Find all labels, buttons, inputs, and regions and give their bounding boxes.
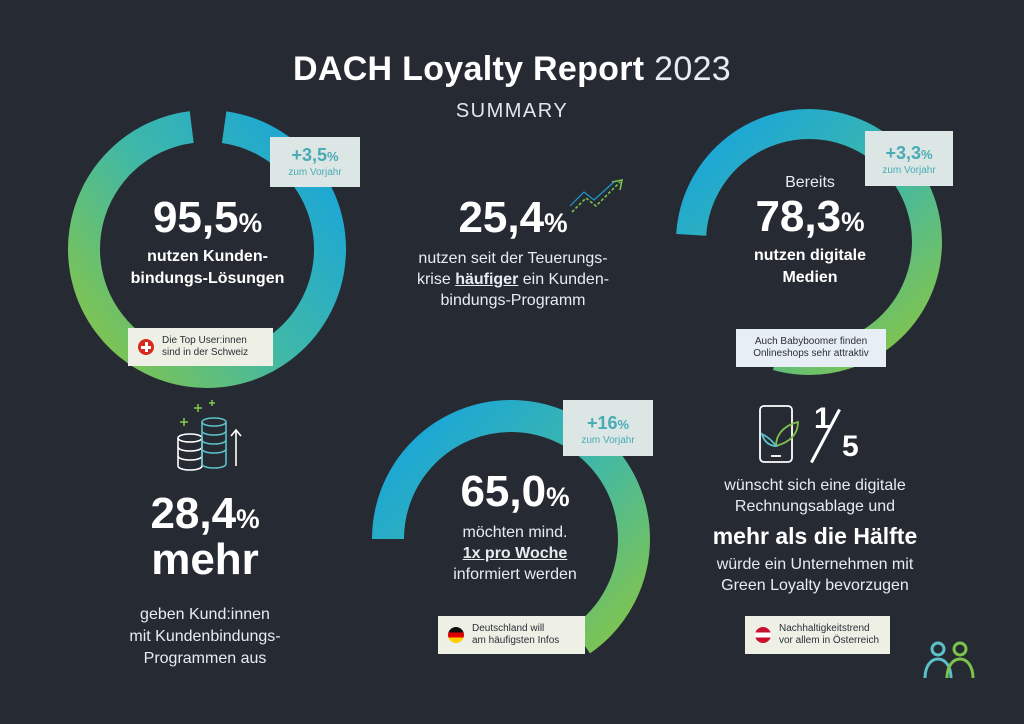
trend-arrow-icon bbox=[569, 178, 624, 213]
stat1-line2: bindungs-Lösungen bbox=[130, 270, 285, 287]
stat3-badge-unit: % bbox=[920, 147, 933, 162]
stat1-line1: nutzen Kunden- bbox=[147, 248, 268, 265]
stat2-line2-pre: krise bbox=[416, 271, 456, 288]
ring-stat5 bbox=[372, 400, 650, 678]
swiss-flag-icon bbox=[138, 339, 154, 355]
stat2-line2-post: ein Kunden- bbox=[518, 271, 610, 288]
stat5-note: Deutschland will am häufigsten Infos bbox=[438, 616, 585, 654]
stat2-value: 25,4 bbox=[458, 193, 545, 242]
stat3-badge: +3,3% zum Vorjahr bbox=[865, 131, 953, 186]
stat4-line3: Programmen aus bbox=[143, 650, 267, 667]
stat6-block: wünscht sich eine digitale Rechnungsabla… bbox=[690, 475, 940, 596]
page-subtitle: SUMMARY bbox=[455, 100, 569, 122]
stat2-line1: nutzen seit der Teuerungs- bbox=[418, 250, 608, 267]
stat5-line1: möchten mind. bbox=[462, 524, 568, 541]
stat2-block: 25,4% nutzen seit der Teuerungs- krise h… bbox=[388, 196, 638, 311]
stat5-note-line1: Deutschland will bbox=[472, 623, 545, 634]
stat4-big2: mehr bbox=[151, 535, 259, 584]
ring-stat1 bbox=[68, 110, 346, 388]
stat4-line2: mit Kundenbindungs- bbox=[129, 628, 281, 645]
stat3-pre: Bereits bbox=[785, 174, 835, 191]
ring-stat5-arc bbox=[372, 400, 650, 678]
stat1-value: 95,5 bbox=[152, 193, 239, 242]
stat6-line1: wünscht sich eine digitale bbox=[724, 477, 906, 494]
stat6-line3: würde ein Unternehmen mit bbox=[716, 556, 914, 573]
stat6-big: mehr als die Hälfte bbox=[712, 523, 918, 549]
stat3-note: Auch Babyboomer finden Onlineshops sehr a… bbox=[736, 329, 886, 367]
stat6-note: Nachhaltigkeitstrend vor allem in Österre… bbox=[745, 616, 890, 654]
stat5-badge-value: +16 bbox=[586, 413, 618, 433]
stat3-badge-value: +3,3 bbox=[885, 143, 921, 163]
stat6-note-line2: vor allem in Österreich bbox=[779, 635, 880, 646]
stat1-block: 95,5% nutzen Kunden- bindungs-Lösungen bbox=[80, 196, 335, 290]
stat3-value: 78,3 bbox=[755, 192, 842, 241]
stat5-badge-unit: % bbox=[617, 417, 630, 432]
stat3-line1: nutzen digitale bbox=[754, 247, 866, 264]
stat1-unit: % bbox=[238, 208, 263, 238]
stat3-note-line1: Auch Babyboomer finden bbox=[754, 336, 868, 347]
stat2-line3: bindungs-Programm bbox=[440, 292, 586, 309]
stat6-line2: Rechnungsablage und bbox=[734, 498, 896, 515]
stat1-note: Die Top User:innen sind in der Schweiz bbox=[128, 328, 273, 366]
stat5-line3: informiert werden bbox=[453, 566, 577, 583]
stat6-note-line1: Nachhaltigkeitstrend bbox=[779, 623, 870, 634]
stat1-badge-unit: % bbox=[326, 149, 339, 164]
fraction: 1 5 bbox=[810, 402, 872, 468]
stat5-badge: +16% zum Vorjahr bbox=[563, 400, 653, 456]
stat5-note-line2: am häufigsten Infos bbox=[472, 635, 560, 646]
fraction-denominator: 5 bbox=[842, 430, 859, 463]
stat1-badge-sub: zum Vorjahr bbox=[288, 167, 342, 178]
stat1-badge-value: +3,5 bbox=[291, 145, 327, 165]
ring-stat1-arc bbox=[68, 110, 346, 388]
fraction-numerator: 1 bbox=[814, 402, 831, 435]
stat1-badge: +3,5% zum Vorjahr bbox=[270, 137, 360, 187]
stat5-unit: % bbox=[546, 482, 570, 512]
german-flag-icon bbox=[448, 627, 464, 643]
stat3-block: Bereits 78,3% nutzen digitale Medien bbox=[695, 172, 925, 289]
stat5-value: 65,0 bbox=[460, 467, 547, 516]
stat4-block: 28,4% mehr geben Kund:innen mit Kundenbi… bbox=[85, 492, 325, 670]
stat5-badge-sub: zum Vorjahr bbox=[581, 435, 635, 446]
stat2-line2-em: häufiger bbox=[455, 271, 519, 288]
phone-leaf-icon bbox=[759, 405, 799, 463]
stat2-unit: % bbox=[544, 208, 568, 238]
stat4-value: 28,4 bbox=[150, 489, 237, 538]
stat5-line2: 1x pro Woche bbox=[462, 545, 568, 562]
coin-stack-icon bbox=[177, 400, 242, 471]
people-logo-icon bbox=[923, 641, 975, 679]
stat3-note-line2: Onlineshops sehr attraktiv bbox=[753, 348, 869, 359]
stat3-line2: Medien bbox=[782, 269, 838, 286]
title-year: 2023 bbox=[654, 50, 731, 88]
stat3-badge-sub: zum Vorjahr bbox=[882, 165, 936, 176]
austrian-flag-icon bbox=[755, 627, 771, 643]
page-title: DACH Loyalty Report 2023 bbox=[0, 50, 1024, 89]
title-main: DACH Loyalty Report bbox=[293, 50, 645, 88]
stat1-note-line1: Die Top User:innen bbox=[162, 335, 247, 346]
stat3-unit: % bbox=[841, 207, 865, 237]
stat5-block: 65,0% möchten mind. 1x pro Woche informi… bbox=[395, 470, 635, 585]
stat1-note-line2: sind in der Schweiz bbox=[162, 347, 249, 358]
stat6-line4: Green Loyalty bevorzugen bbox=[721, 577, 909, 594]
stat4-unit: % bbox=[236, 504, 260, 534]
stat4-line1: geben Kund:innen bbox=[140, 606, 270, 623]
